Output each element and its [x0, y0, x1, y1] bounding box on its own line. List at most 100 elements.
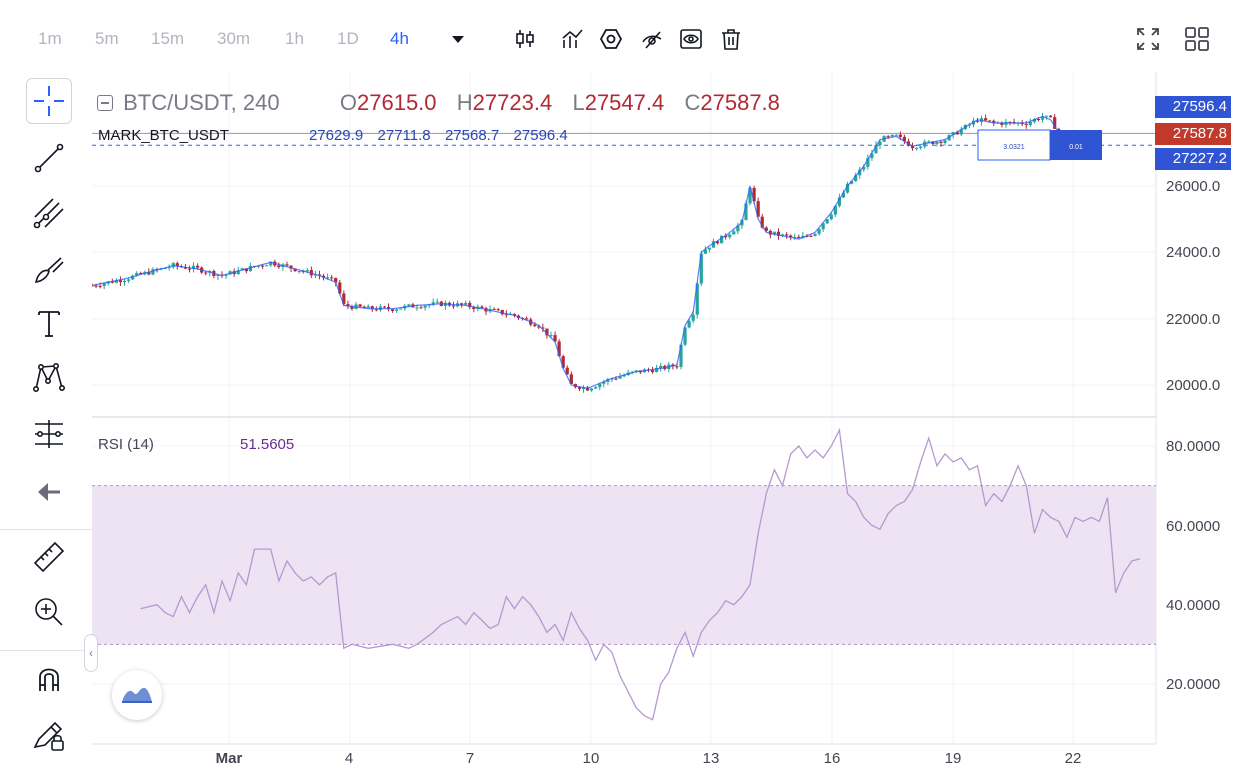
fib-icon[interactable]: [26, 190, 72, 236]
measure-prediction-icon[interactable]: [26, 411, 72, 457]
time-axis-label: 22: [1064, 750, 1082, 767]
candle-body: [590, 388, 594, 391]
brush-icon[interactable]: [26, 246, 72, 292]
pattern-icon[interactable]: [26, 354, 72, 400]
high-value: 27723.4: [472, 90, 553, 115]
mark-value-1: 27629.9: [308, 127, 364, 144]
overlay-left-text: 3.0321: [1003, 144, 1025, 151]
timeframe-5m[interactable]: 5m: [95, 29, 119, 48]
candle-body: [191, 265, 196, 270]
candle-body: [581, 387, 586, 390]
fullscreen-icon[interactable]: [1135, 26, 1161, 52]
magnet-icon[interactable]: [26, 656, 72, 702]
candle-body: [602, 381, 606, 384]
candle-body: [358, 304, 362, 307]
rsi-axis-label: 80.0000: [1166, 438, 1221, 455]
caret-down-icon[interactable]: [445, 26, 471, 52]
candle-body: [244, 268, 248, 272]
candle-body: [862, 166, 866, 170]
candle-body: [330, 277, 334, 279]
timeframe-1h[interactable]: 1h: [285, 29, 304, 48]
candle-body: [277, 265, 281, 268]
candle-body: [943, 140, 947, 144]
crosshair-icon[interactable]: [26, 78, 72, 124]
timeframe-4h[interactable]: 4h: [390, 29, 409, 48]
indicators-icon[interactable]: [559, 26, 585, 52]
timeframe-1D[interactable]: 1D: [337, 29, 359, 48]
candle-body: [163, 268, 167, 270]
candle-body: [988, 120, 992, 122]
candle-body: [703, 249, 707, 254]
candle-body: [395, 309, 399, 311]
timeframe-15m[interactable]: 15m: [151, 29, 185, 48]
lock-drawing-icon[interactable]: [26, 712, 72, 758]
time-axis-label: 13: [702, 750, 720, 767]
candle-body: [537, 326, 541, 328]
eye-icon[interactable]: [678, 26, 704, 52]
price-axis-label: 22000.0: [1166, 311, 1221, 328]
candle-body: [878, 141, 882, 146]
candle-body: [423, 305, 427, 308]
back-arrow-icon[interactable]: [26, 469, 72, 515]
settings-hex-icon[interactable]: [598, 26, 624, 52]
candle-body: [959, 129, 963, 135]
ruler-icon[interactable]: [26, 534, 72, 580]
candle-body: [610, 378, 614, 380]
time-axis-label: 16: [823, 750, 841, 767]
trendline-icon[interactable]: [26, 135, 72, 181]
candle-body: [939, 141, 943, 144]
candle-body: [817, 229, 821, 234]
zoom-in-icon[interactable]: [26, 589, 72, 635]
candle-body: [525, 318, 529, 320]
position-overlay[interactable]: 3.0321 0.01: [977, 129, 1102, 161]
candle-body: [480, 306, 484, 309]
candle-body: [951, 132, 955, 136]
candle-body: [695, 283, 699, 315]
layout-grid-icon[interactable]: [1184, 26, 1210, 52]
candle-body: [98, 286, 102, 288]
timeframe-1m[interactable]: 1m: [38, 29, 62, 48]
candles-icon[interactable]: [512, 26, 538, 52]
candle-body: [407, 304, 411, 306]
candle-body: [126, 279, 131, 281]
mark-value-2: 27711.8: [377, 127, 431, 144]
candle-body: [919, 146, 923, 149]
trash-icon[interactable]: [718, 26, 744, 52]
candle-body: [927, 141, 931, 143]
candle-body: [679, 344, 683, 367]
text-icon[interactable]: [26, 300, 72, 346]
chart-canvas[interactable]: 3.0321 0.01: [92, 72, 1248, 775]
symbol-legend: BTC/USDT, 240 O27615.0 H27723.4 L27547.4…: [97, 90, 780, 116]
brand-logo-icon[interactable]: [112, 670, 162, 720]
candle-body: [829, 214, 833, 220]
candle-body: [874, 145, 878, 154]
drawing-toolbar: [0, 72, 92, 775]
candle-body: [1053, 117, 1057, 129]
price-tag-last: 27587.8: [1155, 123, 1231, 145]
candle-body: [732, 231, 736, 235]
candle-body: [204, 272, 208, 274]
candle-body: [151, 269, 155, 275]
price-trend-line: [92, 115, 1092, 389]
candle-body: [94, 285, 98, 287]
top-toolbar: 1m 5m 15m 30m 1h 1D 4h: [0, 0, 1248, 72]
candle-body: [261, 265, 265, 267]
candle-body: [886, 136, 890, 138]
candle-body: [902, 136, 907, 142]
candle-body: [748, 187, 752, 204]
candle-body: [118, 280, 123, 283]
draw-hide-icon[interactable]: [639, 26, 665, 52]
timeframe-30m[interactable]: 30m: [217, 29, 251, 48]
chart-area[interactable]: 3.0321 0.01: [92, 72, 1248, 775]
mark-name: MARK_BTC_USDT: [98, 127, 229, 144]
time-axis-label: 10: [582, 750, 600, 767]
candle-body: [390, 309, 395, 311]
rsi-axis-label: 20.0000: [1166, 676, 1221, 693]
candle-body: [866, 158, 870, 167]
candle-body: [374, 309, 378, 311]
candle-body: [175, 263, 179, 267]
mark-value-4: 27596.4: [513, 127, 568, 144]
candle-body: [809, 235, 813, 237]
collapse-legend-icon[interactable]: [97, 95, 113, 111]
collapse-toolbar-button[interactable]: ‹: [84, 634, 98, 672]
